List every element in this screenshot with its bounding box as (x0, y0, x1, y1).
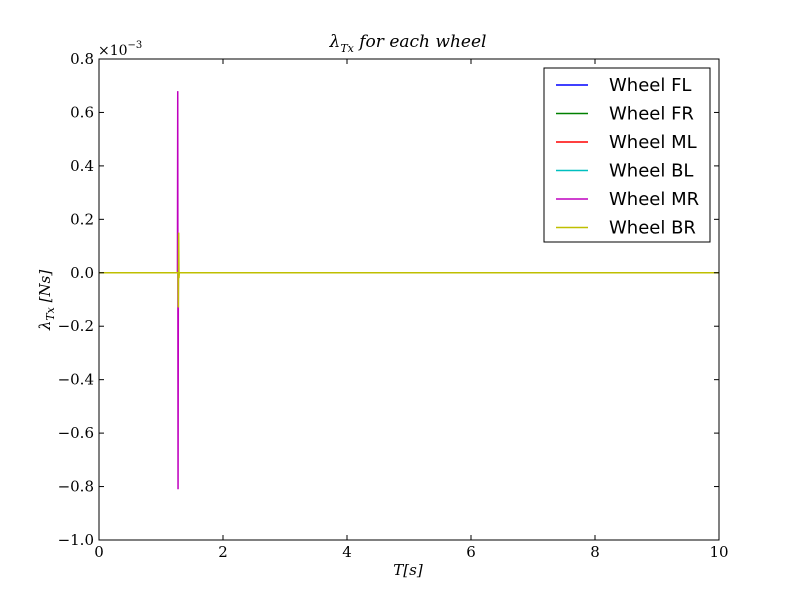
x-tick-label: 6 (466, 543, 476, 561)
x-tick-label: 4 (342, 543, 352, 561)
legend-box (543, 67, 711, 243)
y-tick-label: 0.4 (70, 157, 94, 175)
x-tick-label: 0 (94, 543, 104, 561)
series-lines (99, 91, 719, 490)
plot-frame (98, 58, 720, 541)
y-tick-label: 0.2 (70, 210, 94, 228)
y-tick-label: −0.8 (58, 478, 94, 496)
tick-labels: 0 2 4 6 8 10 −1.0 −0.8 −0.6 −0.4 −0.2 0.0 0.2 0.4 0.6 0… (58, 50, 729, 561)
legend-label: Wheel ML (609, 132, 697, 153)
legend: Wheel FL Wheel FR Wheel ML Wheel BL Wheel MR… (543, 67, 711, 243)
y-tick-label: −0.6 (58, 424, 94, 442)
y-axis-multiplier: ×10−3 (98, 40, 142, 59)
plot-area (98, 58, 720, 541)
x-tick-label: 10 (709, 543, 728, 561)
chart-title: λTx for each wheel (329, 32, 487, 55)
y-tick-label: −0.2 (58, 317, 94, 335)
y-tick-label: −1.0 (58, 531, 94, 549)
x-axis-label: T[s] (393, 561, 423, 579)
legend-label: Wheel BR (609, 218, 696, 239)
legend-label: Wheel MR (609, 189, 699, 210)
x-tick-label: 8 (590, 543, 600, 561)
tick-marks (98, 58, 720, 541)
y-tick-label: 0.8 (70, 50, 94, 68)
x-tick-label: 2 (218, 543, 228, 561)
legend-label: Wheel FR (609, 104, 694, 125)
y-axis-label: λTx [Ns] (36, 270, 57, 332)
y-tick-label: 0.6 (70, 103, 94, 121)
y-tick-label: 0.0 (70, 264, 94, 282)
y-tick-label: −0.4 (58, 371, 94, 389)
legend-label: Wheel BL (609, 161, 693, 182)
legend-label: Wheel FL (609, 75, 691, 96)
series-line-wheel-br (99, 232, 719, 308)
